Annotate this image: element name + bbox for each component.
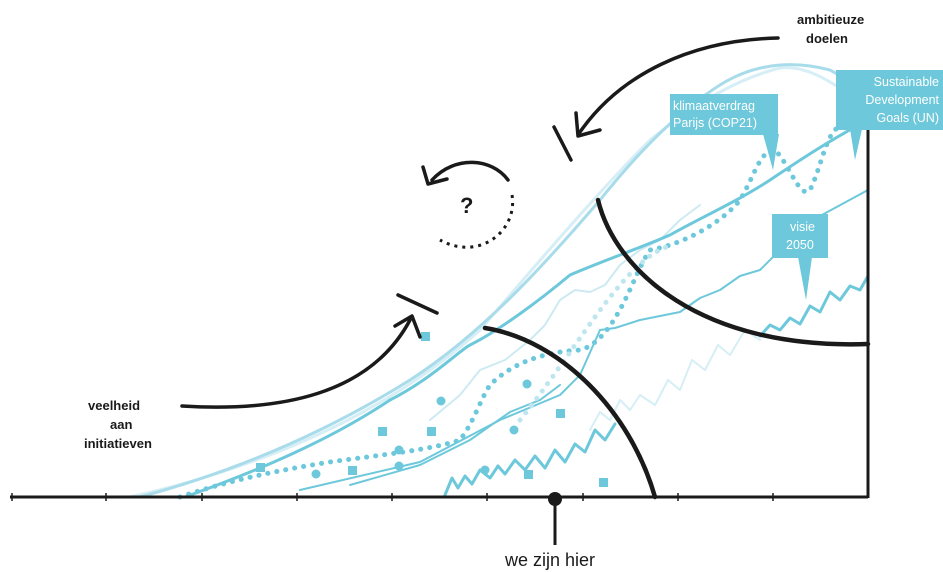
arrow-to-goals [578,36,780,134]
dot-marker [311,469,321,479]
callout-cop21: klimaatverdrag Parijs (COP21) [670,94,779,170]
position-dot [548,492,562,506]
sdg-line1: Sustainable [874,75,939,89]
arrow-from-initiatives [180,318,412,409]
upper-arc [595,197,871,347]
lower-trend-line [349,384,561,486]
pale-dotted-line [517,243,673,423]
jagged-data-line [443,422,617,497]
x-axis-ticks [11,493,774,501]
dot-marker [522,379,532,389]
label-many-initiatives: veelheid aan initiatieven [84,398,152,451]
pale-jagged-line [429,204,701,421]
arrow-barrier-upper [552,125,573,162]
square-marker [256,463,265,472]
square-marker [378,427,387,436]
blue-paths [138,63,870,499]
arrow-barrier-lower [396,293,439,315]
arrows [180,36,780,409]
dot-marker [509,425,519,435]
question-mark: ? [460,193,473,218]
visie-line2: 2050 [786,238,814,252]
pale-envelope-line [128,66,870,499]
black-arcs [482,197,871,500]
callout-visie: visie 2050 [772,214,828,300]
dot-marker [480,465,490,475]
question-cycle: ? [421,160,515,249]
axes [10,120,870,501]
dot-marker [394,461,404,471]
sdg-line2: Development [865,93,939,107]
cycle-arrow-head [421,165,449,186]
callout-sdg: Sustainable Development Goals (UN) [836,70,943,160]
cop21-line1: klimaatverdrag [673,99,755,113]
square-marker [556,409,565,418]
initiatives-line3: initiatieven [84,436,152,451]
label-ambitious-goals: ambitieuze doelen [797,12,864,46]
visie-line1: visie [790,220,815,234]
dotted-paths [177,102,871,500]
lower-arc [482,325,658,500]
we-are-here-label: we zijn hier [504,550,595,570]
square-marker [427,427,436,436]
square-marker [421,332,430,341]
square-marker [524,470,533,479]
square-marker [599,478,608,487]
arrow-to-goals-head [574,111,602,138]
goals-line2: doelen [806,31,848,46]
scatter-markers [256,332,608,487]
dotted-trend-line [177,102,871,500]
mid-trend-line [183,118,870,499]
current-position-marker [548,492,562,545]
cop21-line2: Parijs (COP21) [673,116,757,130]
goals-line1: ambitieuze [797,12,864,27]
initiatives-line1: veelheid [88,398,140,413]
initiatives-line2: aan [110,417,132,432]
dot-marker [436,396,446,406]
square-marker [348,466,357,475]
arrow-from-initiatives-head [393,314,422,339]
cycle-arrow [430,160,510,182]
dot-marker [394,445,404,455]
sdg-line3: Goals (UN) [876,111,939,125]
upper-jagged-line [758,274,870,338]
upper-trend-line [138,63,870,499]
cycle-dotted [439,194,515,249]
